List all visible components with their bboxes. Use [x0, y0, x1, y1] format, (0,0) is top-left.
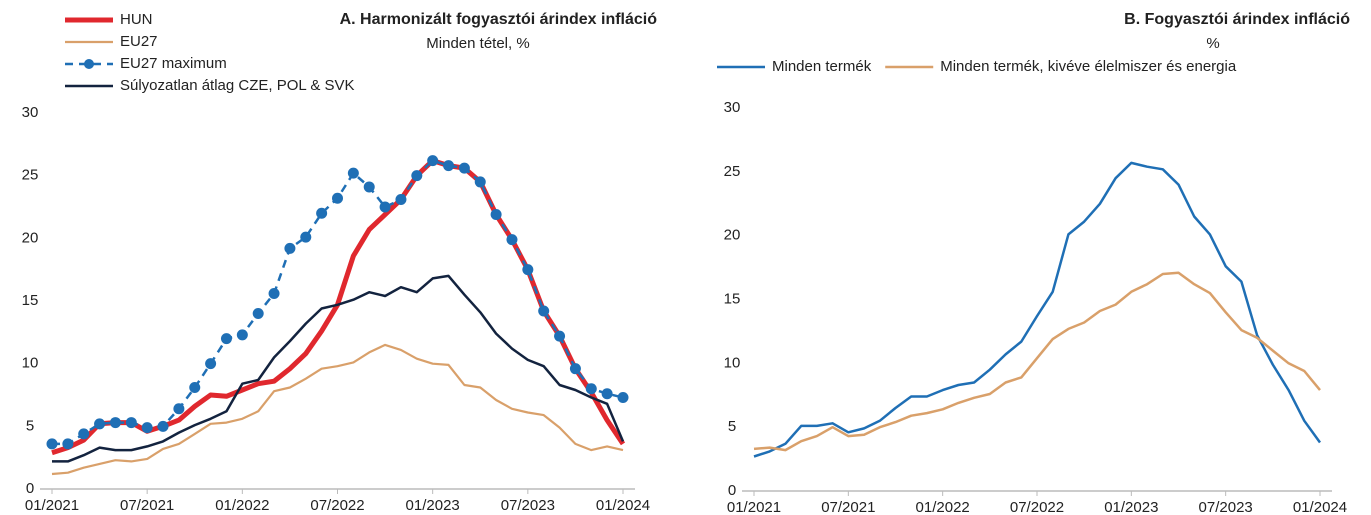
point — [474, 176, 486, 188]
point — [538, 305, 550, 317]
point — [94, 418, 106, 430]
y-tick-label: 15 — [724, 290, 741, 307]
x-tick-label: 01/2021 — [727, 499, 781, 515]
y-tick-label: 20 — [724, 227, 741, 244]
x-tick-label: 01/2024 — [1293, 499, 1347, 515]
series-line — [51, 158, 626, 456]
point — [458, 162, 470, 174]
point — [252, 308, 264, 320]
x-tick-label: 01/2021 — [25, 497, 79, 514]
x-tick-label: 07/2022 — [1010, 499, 1064, 515]
point — [379, 201, 391, 213]
y-tick-label: 0 — [728, 482, 736, 499]
y-tick-label: 30 — [22, 104, 39, 121]
point — [78, 428, 90, 440]
point — [522, 264, 534, 276]
point — [411, 170, 423, 182]
legend-label: Súlyozatlan átlag CZE, POL & SVK — [120, 77, 355, 94]
chart-subtitle: Minden tétel, % — [426, 35, 529, 52]
point — [363, 181, 375, 193]
chart-title: A. Harmonizált fogyasztói árindex inflác… — [340, 11, 658, 28]
series-line — [753, 271, 1321, 452]
point — [300, 231, 312, 243]
y-tick-label: 5 — [728, 418, 736, 435]
point — [109, 417, 121, 429]
x-tick-label: 01/2023 — [406, 497, 460, 514]
y-tick-label: 10 — [22, 355, 39, 372]
y-tick-label: 15 — [22, 292, 39, 309]
series-line — [51, 343, 624, 476]
y-tick-label: 10 — [724, 354, 741, 371]
point — [569, 363, 581, 375]
legend-label: Minden termék — [772, 58, 872, 75]
y-tick-label: 5 — [26, 417, 34, 434]
x-tick-label: 07/2021 — [821, 499, 875, 515]
x-tick-label: 07/2021 — [120, 497, 174, 514]
legend-label: EU27 — [120, 33, 158, 50]
point — [332, 192, 343, 204]
point — [316, 207, 328, 219]
x-tick-label: 01/2022 — [916, 499, 970, 515]
x-tick-label: 01/2023 — [1104, 499, 1158, 515]
point — [62, 438, 74, 450]
x-tick-label: 01/2024 — [596, 497, 650, 514]
chart-subtitle: % — [1206, 35, 1219, 52]
point — [236, 329, 248, 341]
point — [395, 193, 407, 205]
x-tick-label: 01/2022 — [215, 497, 269, 514]
y-tick-label: 25 — [724, 163, 741, 180]
point — [554, 330, 566, 342]
point — [189, 381, 201, 393]
series-line — [753, 161, 1322, 458]
y-tick-label: 30 — [724, 99, 741, 116]
point — [506, 234, 518, 246]
legend-label: HUN — [120, 11, 153, 28]
point — [427, 155, 439, 167]
point — [284, 242, 296, 254]
point — [601, 388, 613, 400]
point — [347, 167, 359, 179]
point — [141, 422, 153, 434]
legend-label: Minden termék, kivéve élelmiszer és ener… — [940, 58, 1237, 75]
x-tick-label: 07/2022 — [310, 497, 364, 514]
point — [268, 287, 280, 299]
point — [173, 403, 185, 415]
x-tick-label: 07/2023 — [1199, 499, 1253, 515]
legend-label: EU27 maximum — [120, 55, 227, 72]
series-line — [52, 274, 625, 463]
y-tick-label: 0 — [26, 480, 34, 497]
point — [617, 392, 629, 404]
y-tick-label: 25 — [22, 167, 39, 184]
x-tick-label: 07/2023 — [501, 497, 555, 514]
point — [125, 417, 137, 429]
point — [205, 358, 217, 370]
point — [220, 333, 232, 345]
chart-title: B. Fogyasztói árindex infláció — [1124, 11, 1350, 28]
point — [490, 209, 502, 221]
point — [157, 420, 169, 432]
legend-marker — [84, 59, 94, 69]
point — [585, 383, 597, 395]
y-tick-label: 20 — [22, 229, 39, 246]
point — [46, 438, 58, 450]
point — [443, 160, 455, 172]
